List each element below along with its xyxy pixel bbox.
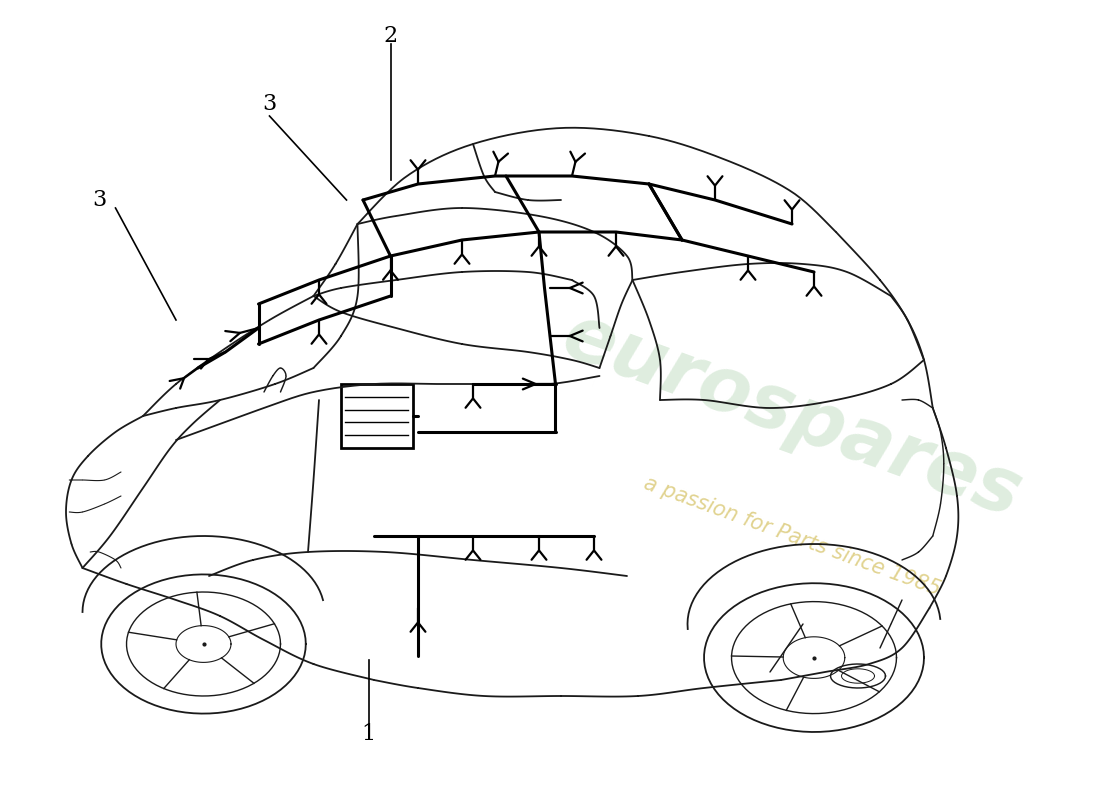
Text: 1: 1 <box>362 723 375 746</box>
Text: 2: 2 <box>384 25 397 47</box>
Bar <box>341 384 412 448</box>
Text: eurospares: eurospares <box>552 298 1032 534</box>
Text: 3: 3 <box>92 189 106 211</box>
Text: a passion for Parts since 1985: a passion for Parts since 1985 <box>641 473 943 599</box>
Text: 3: 3 <box>263 93 276 115</box>
